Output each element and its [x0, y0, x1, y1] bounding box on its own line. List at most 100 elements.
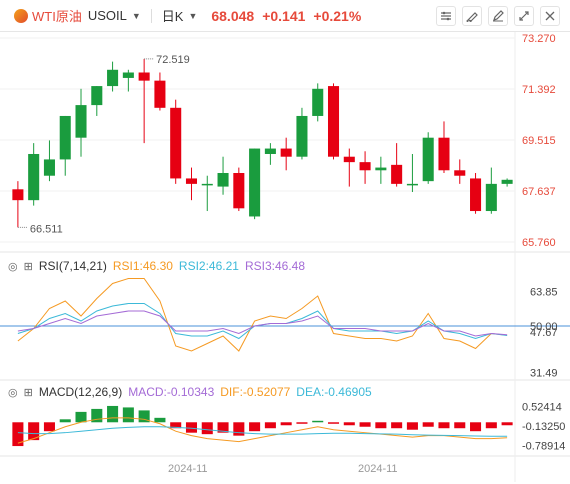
candle-body	[438, 137, 450, 171]
macd-bar	[43, 422, 55, 432]
eye-icon[interactable]: ◎	[8, 386, 18, 399]
price-change-pct: +0.21%	[313, 7, 362, 24]
candle-body	[185, 178, 198, 184]
macd-bar	[359, 422, 371, 427]
macd-bar	[485, 422, 497, 429]
rsi2-line	[17, 303, 508, 340]
candles-layer	[12, 58, 513, 228]
draw-icon[interactable]	[462, 6, 482, 26]
price-tick-label: 71.392	[522, 84, 556, 96]
x-axis-label: 2024-11	[168, 463, 208, 475]
period-chevron-icon[interactable]: ▼	[188, 10, 198, 21]
candle-body	[28, 153, 40, 201]
rsi1-value: RSI1:46.30	[112, 259, 173, 273]
symbol-name[interactable]: WTI原油	[32, 9, 82, 24]
candle-body	[201, 183, 213, 186]
macd-bar	[312, 420, 324, 423]
candle-body	[454, 170, 466, 176]
candle-body	[422, 137, 434, 182]
macd-bar	[280, 422, 292, 426]
candle-body	[43, 159, 55, 176]
expand-icon[interactable]: ⊞	[23, 260, 33, 273]
macd-bar	[454, 422, 466, 429]
eye-icon[interactable]: ◎	[8, 260, 18, 273]
candle-body	[485, 183, 497, 212]
candle-body	[359, 162, 371, 171]
macd-bar	[170, 422, 182, 429]
macd-name[interactable]: MACD(12,26,9)	[38, 385, 123, 399]
rsi-header: ◎ ⊞ RSI(7,14,21) RSI1:46.30 RSI2:46.21 R…	[8, 258, 305, 274]
price-tick-label: 69.515	[522, 135, 556, 147]
macd-bar	[91, 408, 103, 423]
price-tick-label: 67.637	[522, 186, 556, 198]
macd-bar	[296, 422, 308, 424]
candle-body	[312, 88, 324, 116]
price-change: +0.141	[262, 7, 306, 24]
candle-body	[170, 107, 182, 179]
macd-bar	[217, 422, 229, 433]
macd-header: ◎ ⊞ MACD(12,26,9) MACD:-0.10343 DIF:-0.5…	[8, 384, 372, 400]
dea-value: DEA:-0.46905	[296, 385, 372, 399]
macd-bar	[201, 422, 213, 435]
candle-body	[233, 173, 245, 209]
macd-bar	[438, 422, 450, 429]
macd-bar	[391, 422, 403, 429]
candle-body	[249, 148, 261, 217]
rsi-name[interactable]: RSI(7,14,21)	[38, 259, 107, 273]
macd-value: MACD:-0.10343	[128, 385, 215, 399]
candle-body	[501, 179, 513, 184]
toolbar	[436, 6, 560, 26]
macd-tick-label: 0.52414	[522, 402, 562, 414]
macd-bar	[185, 422, 198, 433]
macd-bar	[233, 422, 245, 436]
price-tick-label: 65.760	[522, 237, 556, 249]
macd-bar	[59, 419, 71, 423]
price-chart[interactable]: 73.270 71.392 69.515 67.637 65.760 72.519 66.5…	[0, 32, 570, 482]
rsi-tick-label: 63.85	[530, 286, 558, 298]
pen-icon[interactable]	[488, 6, 508, 26]
indicator-settings-icon[interactable]	[436, 6, 456, 26]
macd-bar	[406, 422, 418, 430]
macd-bar	[501, 422, 513, 426]
chevron-down-icon[interactable]: ▼	[131, 10, 141, 21]
macd-bar	[138, 410, 150, 423]
candle-body	[343, 156, 355, 163]
x-axis-label: 2024-11	[358, 463, 398, 475]
rsi2-value: RSI2:46.21	[178, 259, 239, 273]
oil-icon	[14, 8, 28, 23]
dea-line	[17, 426, 508, 437]
candle-body	[91, 86, 103, 106]
close-icon[interactable]	[540, 6, 560, 26]
low-label: 66.511	[30, 223, 63, 235]
expand-icon[interactable]: ⊞	[23, 386, 33, 399]
price-tick-label: 73.270	[522, 33, 556, 45]
macd-bar	[75, 411, 87, 423]
symbol-code[interactable]: USOIL	[87, 8, 127, 23]
macd-layer	[12, 405, 513, 447]
rsi3-line	[17, 310, 508, 337]
rsi3-value: RSI3:46.48	[244, 259, 306, 273]
rsi1-line	[17, 278, 508, 352]
candle-body	[75, 105, 87, 138]
dif-line	[17, 417, 508, 444]
candle-body	[327, 86, 340, 157]
candle-body	[391, 164, 403, 184]
rsi-tick-label: 47.67	[530, 327, 558, 339]
macd-bar	[470, 422, 482, 432]
candle-body	[375, 167, 387, 171]
macd-tick-label: -0.78914	[522, 441, 565, 453]
candle-body	[470, 178, 482, 212]
macd-bar	[28, 422, 40, 441]
high-label: 72.519	[156, 54, 190, 66]
fullscreen-icon[interactable]	[514, 6, 534, 26]
candle-body	[107, 69, 119, 87]
last-price: 68.048	[211, 7, 255, 24]
macd-bar	[327, 422, 340, 424]
divider	[150, 8, 152, 23]
rsi-tick-label: 50.00	[530, 321, 558, 333]
rsi-tick-label: 31.49	[530, 367, 558, 379]
macd-bar	[154, 417, 166, 423]
candle-body	[296, 115, 308, 157]
period-select[interactable]: 日K	[161, 9, 184, 24]
candle-body	[138, 72, 150, 81]
